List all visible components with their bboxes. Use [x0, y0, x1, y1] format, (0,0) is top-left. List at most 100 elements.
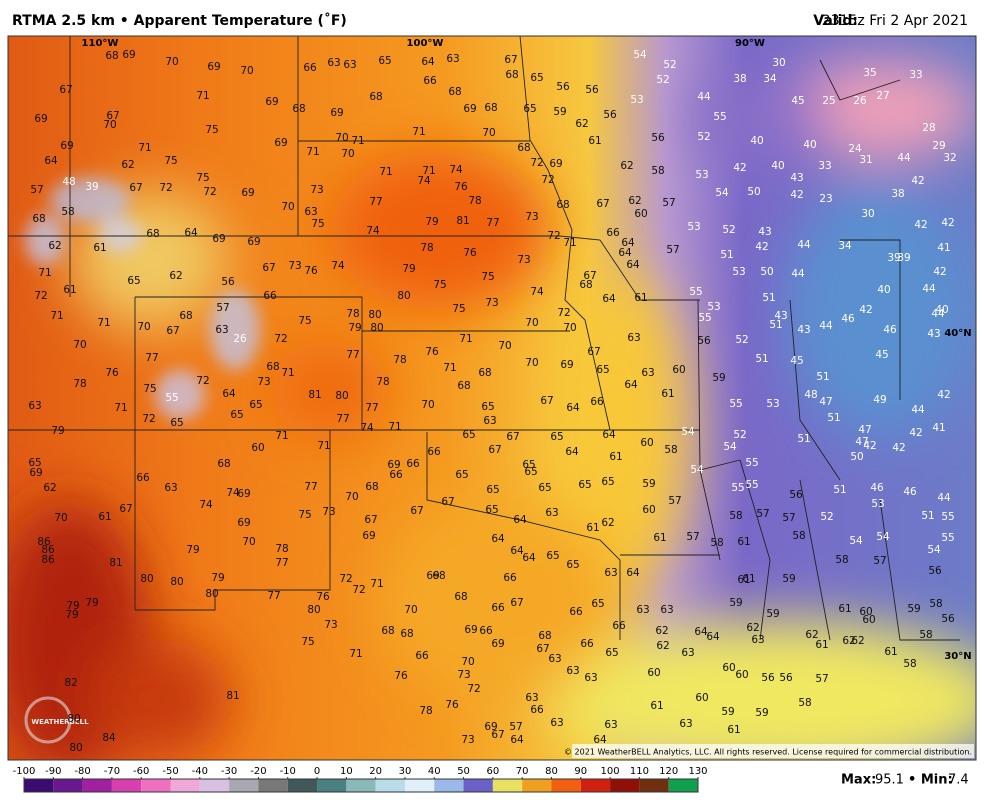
station-temperature: 76: [304, 265, 318, 277]
station-temperature: 77: [267, 590, 280, 602]
station-temperature: 63: [751, 634, 764, 646]
station-temperature: 72: [339, 573, 352, 585]
station-temperature: 77: [275, 557, 288, 569]
station-temperature: 42: [790, 189, 803, 201]
station-temperature: 81: [226, 690, 239, 702]
station-temperature: 73: [485, 297, 498, 309]
station-temperature: 59: [729, 597, 742, 609]
station-temperature: 46: [883, 324, 897, 336]
valid-time: 2315z Fri 2 Apr 2021: [822, 13, 968, 29]
station-temperature: 42: [859, 304, 872, 316]
scale-tick-label: -20: [250, 766, 266, 777]
station-temperature: 65: [591, 598, 604, 610]
station-temperature: 51: [769, 319, 782, 331]
station-temperature: 54: [927, 544, 941, 556]
station-temperature: 59: [782, 573, 795, 585]
station-temperature: 60: [695, 692, 708, 704]
station-temperature: 57: [668, 495, 681, 507]
station-temperature: 75: [301, 636, 314, 648]
station-temperature: 80: [370, 322, 383, 334]
station-temperature: 65: [578, 479, 591, 491]
station-temperature: 51: [797, 433, 810, 445]
station-temperature: 63: [604, 567, 617, 579]
station-temperature: 41: [932, 422, 945, 434]
station-temperature: 64: [593, 734, 607, 746]
station-temperature: 50: [760, 266, 773, 278]
station-temperature: 68: [266, 361, 279, 373]
station-temperature: 68: [105, 50, 118, 62]
station-temperature: 86: [41, 544, 55, 556]
station-temperature: 56: [697, 335, 711, 347]
station-temperature: 62: [746, 622, 759, 634]
scale-segment: [317, 779, 347, 792]
station-temperature: 77: [365, 402, 378, 414]
station-temperature: 44: [931, 308, 945, 320]
station-temperature: 71: [349, 648, 362, 660]
station-temperature: 66: [389, 469, 403, 481]
station-temperature: 67: [540, 395, 553, 407]
station-temperature: 73: [525, 211, 538, 223]
station-temperature: 23: [819, 193, 832, 205]
station-temperature: 30: [861, 208, 874, 220]
station-temperature: 71: [275, 430, 288, 442]
station-temperature: 65: [170, 417, 183, 429]
station-temperature: 69: [212, 233, 225, 245]
station-temperature: 39: [887, 252, 900, 264]
station-temperature: 75: [196, 172, 209, 184]
station-temperature: 59: [712, 372, 725, 384]
station-temperature: 47: [858, 424, 871, 436]
station-temperature: 79: [425, 216, 438, 228]
station-temperature: 34: [838, 240, 852, 252]
station-temperature: 79: [66, 600, 79, 612]
station-temperature: 61: [727, 724, 740, 736]
station-temperature: 67: [488, 444, 501, 456]
station-temperature: 34: [763, 73, 777, 85]
station-temperature: 77: [369, 196, 382, 208]
station-temperature: 75: [205, 124, 218, 136]
station-temperature: 40: [803, 139, 816, 151]
station-temperature: 58: [903, 658, 916, 670]
station-temperature: 66: [263, 290, 277, 302]
station-temperature: 42: [914, 219, 927, 231]
station-temperature: 66: [530, 704, 544, 716]
station-temperature: 63: [164, 482, 177, 494]
station-temperature: 64: [694, 626, 708, 638]
station-temperature: 42: [863, 440, 876, 452]
scale-tick-label: 50: [457, 766, 470, 777]
scale-segment: [522, 779, 552, 792]
station-temperature: 63: [627, 332, 640, 344]
station-temperature: 39: [85, 181, 98, 193]
station-temperature: 78: [275, 543, 288, 555]
station-temperature: 77: [486, 217, 499, 229]
station-temperature: 66: [136, 472, 150, 484]
station-temperature: 68: [146, 228, 159, 240]
station-temperature: 26: [853, 95, 867, 107]
scale-tick-label: 40: [428, 766, 441, 777]
station-temperature: 43: [927, 328, 940, 340]
station-temperature: 64: [44, 155, 58, 167]
station-temperature: 53: [732, 266, 745, 278]
station-temperature: 56: [221, 276, 235, 288]
station-temperature: 61: [98, 511, 111, 523]
station-temperature: 58: [61, 206, 74, 218]
station-temperature: 52: [735, 334, 748, 346]
station-temperature: 68: [484, 102, 497, 114]
station-temperature: 55: [698, 312, 711, 324]
station-temperature: 62: [805, 629, 818, 641]
station-temperature: 55: [713, 111, 726, 123]
station-temperature: 66: [503, 572, 517, 584]
station-temperature: 51: [755, 353, 768, 365]
min-value: 7.4: [948, 773, 969, 788]
station-temperature: 67: [166, 325, 179, 337]
station-temperature: 58: [792, 530, 805, 542]
station-temperature: 65: [462, 429, 475, 441]
station-temperature: 53: [630, 94, 643, 106]
station-temperature: 66: [427, 446, 441, 458]
station-temperature: 65: [530, 72, 543, 84]
station-temperature: 78: [346, 308, 359, 320]
station-temperature: 68: [517, 142, 530, 154]
station-temperature: 70: [103, 119, 116, 131]
station-temperature: 68: [505, 69, 518, 81]
station-temperature: 61: [650, 700, 663, 712]
